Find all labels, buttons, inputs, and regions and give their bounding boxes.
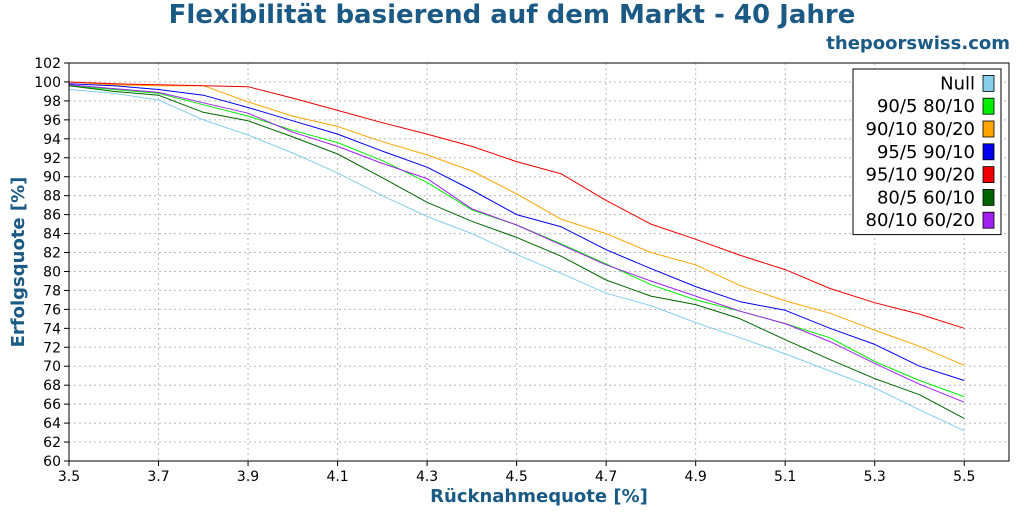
x-tick-label: 3.9 bbox=[237, 469, 259, 485]
legend-label: 80/5 60/10 bbox=[877, 187, 975, 208]
plot-frame bbox=[68, 62, 1010, 462]
site-label: thepoorswiss.com bbox=[826, 33, 1010, 54]
y-tick-label: 80 bbox=[43, 264, 61, 280]
y-tick-label: 92 bbox=[43, 151, 61, 167]
legend-swatch bbox=[982, 188, 995, 206]
y-tick-label: 100 bbox=[34, 75, 61, 91]
y-tick-label: 98 bbox=[43, 94, 61, 110]
y-tick-label: 66 bbox=[43, 397, 61, 413]
x-tick-label: 5.3 bbox=[864, 469, 886, 485]
x-tick-label: 5.5 bbox=[953, 469, 975, 485]
y-tick-label: 78 bbox=[43, 283, 61, 299]
x-tick-label: 3.7 bbox=[147, 469, 169, 485]
legend-swatch bbox=[982, 120, 995, 138]
series-lines bbox=[68, 81, 965, 432]
x-tick-label: 4.9 bbox=[685, 469, 707, 485]
y-tick-label: 68 bbox=[43, 378, 61, 394]
y-tick-label: 88 bbox=[43, 189, 61, 205]
legend-swatch bbox=[982, 166, 995, 184]
legend-swatch bbox=[982, 143, 995, 161]
legend-box bbox=[852, 68, 1002, 236]
y-tick-label: 90 bbox=[43, 170, 61, 186]
legend-swatch bbox=[982, 75, 995, 92]
x-tick-label: 4.7 bbox=[595, 469, 617, 485]
series-line-80-5-60-10 bbox=[68, 85, 965, 419]
axis-ticks: 60 62 64 66 68 70 72 74 76 78 80 82 84 86 88 90 92 94 96 98… bbox=[34, 56, 975, 485]
series-line-90-10-80-20 bbox=[68, 81, 965, 366]
legend-label: 95/5 90/10 bbox=[877, 142, 975, 163]
legend-label: 90/5 80/10 bbox=[877, 96, 975, 117]
y-tick-label: 96 bbox=[43, 113, 61, 129]
y-axis-title: Erfolgsquote [%] bbox=[8, 177, 29, 348]
y-tick-label: 74 bbox=[43, 321, 61, 337]
y-tick-label: 84 bbox=[43, 227, 61, 243]
legend-label: 95/10 90/20 bbox=[866, 165, 975, 186]
x-tick-label: 5.1 bbox=[774, 469, 796, 485]
legend-label: 80/10 60/20 bbox=[866, 210, 975, 231]
legend-label: Null bbox=[940, 73, 975, 94]
grid-lines bbox=[69, 63, 1009, 461]
legend-swatch bbox=[982, 211, 995, 229]
y-tick-label: 94 bbox=[43, 132, 61, 148]
y-tick-label: 76 bbox=[43, 302, 61, 318]
y-tick-label: 60 bbox=[43, 454, 61, 470]
x-tick-label: 4.3 bbox=[416, 469, 438, 485]
x-tick-label: 4.1 bbox=[326, 469, 348, 485]
y-tick-label: 72 bbox=[43, 340, 61, 356]
y-tick-label: 102 bbox=[34, 56, 61, 72]
y-tick-label: 62 bbox=[43, 435, 61, 451]
series-line-null bbox=[68, 89, 965, 432]
chart-title: Flexibilität basierend auf dem Markt - 4… bbox=[168, 0, 856, 30]
x-axis-title: Rücknahmequote [%] bbox=[430, 486, 648, 507]
y-tick-label: 64 bbox=[43, 416, 61, 432]
legend-label: 90/10 80/20 bbox=[866, 119, 975, 140]
series-line-95-5-90-10 bbox=[68, 83, 965, 381]
series-line-95-10-90-20 bbox=[68, 81, 965, 329]
legend-swatch bbox=[982, 97, 995, 115]
y-tick-label: 86 bbox=[43, 208, 61, 224]
y-tick-label: 70 bbox=[43, 359, 61, 375]
x-tick-label: 4.5 bbox=[505, 469, 527, 485]
x-tick-label: 3.5 bbox=[58, 469, 80, 485]
y-tick-label: 82 bbox=[43, 246, 61, 262]
series-line-80-10-60-20 bbox=[68, 84, 965, 403]
